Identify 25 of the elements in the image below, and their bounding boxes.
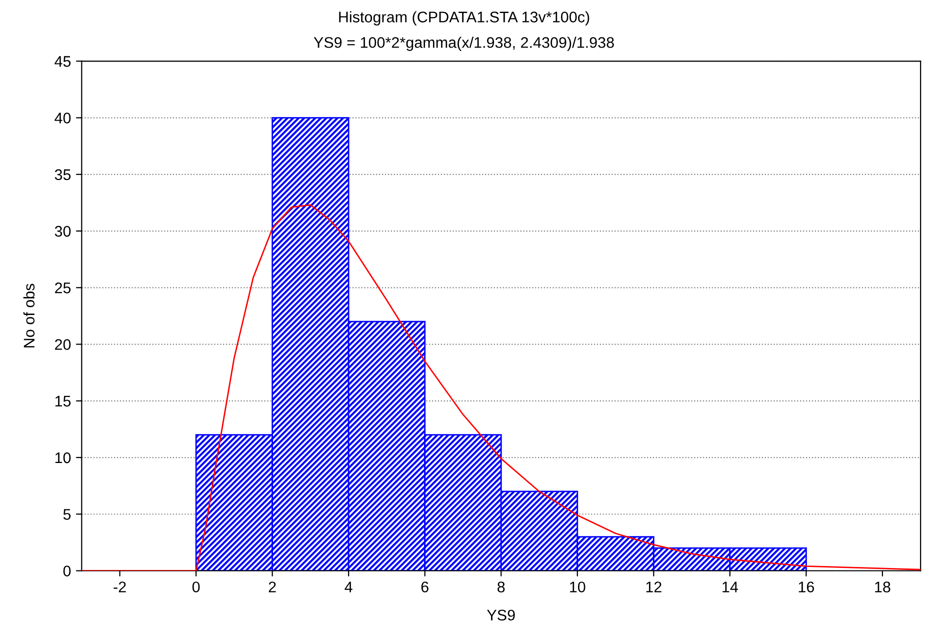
x-tick-label: 4 (344, 582, 352, 592)
y-tick-label: 25 (55, 282, 71, 294)
y-axis-title: No of obs (23, 284, 35, 348)
x-tick-label: 16 (798, 582, 814, 592)
x-tick-label: -2 (114, 582, 126, 592)
x-axis-title: YS9 (487, 610, 515, 621)
y-tick-label: 45 (54, 56, 71, 67)
chart-subtitle: YS9 = 100*2*gamma(x/1.938, 2.4309)/1.938 (314, 36, 614, 51)
x-tick-label: 10 (570, 582, 586, 592)
chart-title: Histogram (CPDATA1.STA 13v*100c) (339, 11, 590, 26)
y-tick-label: 10 (55, 452, 71, 464)
y-tick-label: 40 (54, 112, 71, 124)
x-tick-label: 12 (646, 582, 662, 592)
y-tick-label: 5 (63, 509, 71, 520)
x-tick-label: 8 (498, 582, 505, 592)
y-tick-label: 35 (54, 169, 71, 180)
x-tick-label: 0 (192, 582, 200, 592)
y-tick-label: 15 (55, 396, 71, 407)
x-tick-label: 2 (268, 582, 276, 592)
y-tick-label: 30 (54, 226, 71, 237)
y-tick-label: 0 (63, 566, 71, 576)
x-tick-label: 6 (421, 582, 428, 592)
x-tick-label: 14 (722, 582, 738, 592)
x-tick-label: 18 (875, 582, 890, 592)
y-tick-label: 20 (55, 339, 71, 350)
